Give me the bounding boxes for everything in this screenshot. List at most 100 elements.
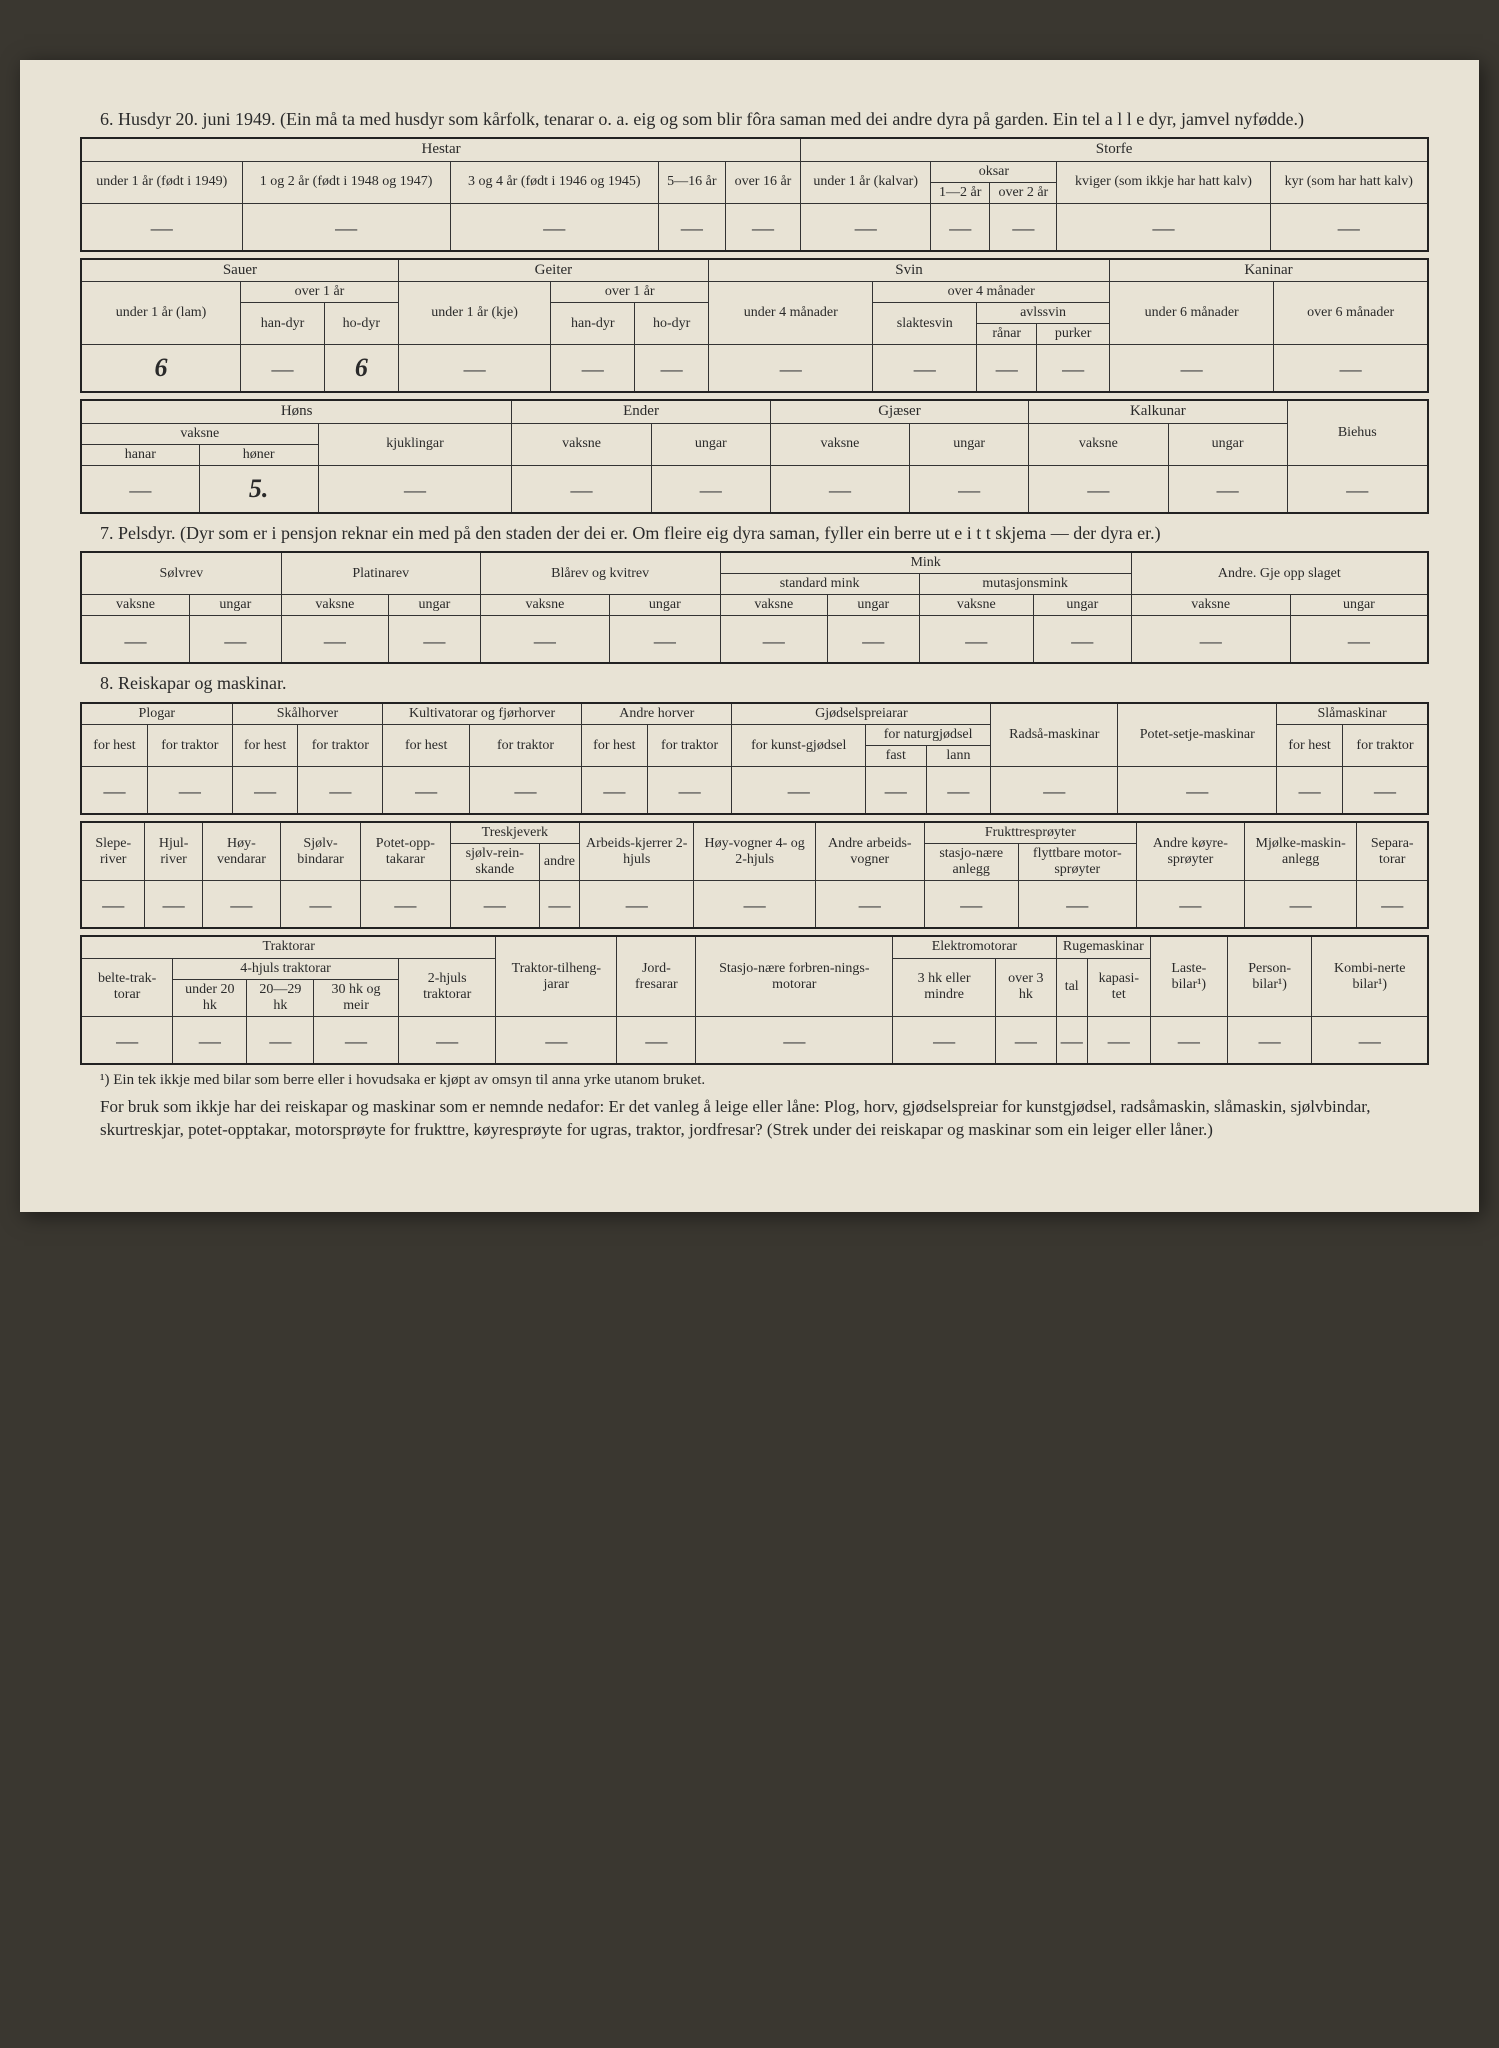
cell [1277,767,1343,815]
col: lann [926,746,991,767]
cell [470,767,582,815]
col: Mjølke-maskin-anlegg [1244,822,1356,881]
cell [696,1016,893,1064]
cell [1290,616,1428,664]
col: 3 og 4 år (født i 1946 og 1945) [450,161,658,203]
cell [694,881,815,929]
col: for kunst-gjødsel [732,724,866,766]
col: Jord-fresarar [617,936,696,1016]
group: Andre. Gje opp slaget [1131,552,1428,595]
cell [1287,465,1428,513]
cell [977,345,1037,393]
cell [931,203,990,251]
col: for traktor [647,724,732,766]
cell [827,616,919,664]
group: Frukttresprøyter [924,822,1136,844]
col: ungar [827,595,919,616]
col: vaksne [919,595,1033,616]
col: fast [866,746,927,767]
col: han-dyr [551,303,635,345]
group: Blårev og kvitrev [480,552,720,595]
cell [647,767,732,815]
col: Sjølv-bindarar [281,822,361,881]
cell [450,203,658,251]
cell [389,616,481,664]
col: Laste-bilar¹) [1150,936,1227,1016]
col: over 4 månader [873,282,1110,303]
cell [770,465,909,513]
group: Traktorar [81,936,496,958]
cell [1087,1016,1150,1064]
col: ungar [651,423,770,465]
col: ungar [1033,595,1131,616]
col: for hest [383,724,470,766]
section6-title: 6. Husdyr 20. juni 1949. (Ein må ta med … [100,108,1429,131]
group: Platinarev [281,552,480,595]
col: vaksne [720,595,827,616]
col: rånar [977,324,1037,345]
group: Rugemaskinar [1056,936,1150,958]
cell [801,203,931,251]
col: over 2 år [990,182,1057,203]
cell [1343,767,1429,815]
cell [1118,767,1277,815]
col: under 1 år (født i 1949) [81,161,242,203]
cell [247,1016,314,1064]
group-hestar: Hestar [81,138,801,161]
table-reiskapar-3: Traktorar Traktor-tilheng-jarar Jord-fre… [80,935,1429,1064]
col: for hest [581,724,647,766]
col: Person-bilar¹) [1227,936,1312,1016]
table-sauer-geiter-svin: Sauer Geiter Svin Kaninar under 1 år (la… [80,258,1429,394]
col: vaksne [81,595,190,616]
cell [635,345,709,393]
col: Arbeids-kjerrer 2-hjuls [579,822,693,881]
cell [360,881,450,929]
col: for traktor [147,724,232,766]
col: vaksne [1131,595,1290,616]
cell [512,465,651,513]
cell [1244,881,1356,929]
cell [926,767,991,815]
cell: 6 [324,345,398,393]
group: Mink [720,552,1131,574]
table-reiskapar-2: Slepe-river Hjul-river Høy-vendarar Sjøl… [80,821,1429,929]
col: Potet-opp-takarar [360,822,450,881]
cell [581,767,647,815]
col: vaksne [770,423,909,465]
cell [1270,203,1428,251]
cell [610,616,720,664]
col: for traktor [298,724,383,766]
col: under 1 år (lam) [81,282,241,345]
col: han-dyr [241,303,325,345]
col: purker [1037,324,1110,345]
cell [81,767,147,815]
col: under 20 hk [173,979,247,1016]
col: Slepe-river [81,822,145,881]
group: Potet-setje-maskinar [1118,703,1277,767]
group-svin: Svin [709,259,1110,282]
cell [383,767,470,815]
col: Traktor-tilheng-jarar [496,936,617,1016]
cell [990,203,1057,251]
cell [81,203,242,251]
cell: 6 [81,345,241,393]
col: 5—16 år [658,161,725,203]
col: over 1 år [551,282,709,303]
group: Elektromotorar [893,936,1057,958]
col: ungar [389,595,481,616]
scanned-form-page: 6. Husdyr 20. juni 1949. (Ein må ta med … [20,60,1479,1212]
cell [81,1016,173,1064]
cell [1131,616,1290,664]
cell [1312,1016,1428,1064]
cell [1033,616,1131,664]
cell [725,203,800,251]
col: 3 hk eller mindre [893,958,996,1016]
cell [202,881,280,929]
group-kaninar: Kaninar [1109,259,1428,282]
col: kyr (som har hatt kalv) [1270,161,1428,203]
col: ho-dyr [324,303,398,345]
col: andre [539,844,579,881]
cell [147,767,232,815]
group: Skålhorver [232,703,383,725]
group: Slåmaskinar [1277,703,1428,725]
